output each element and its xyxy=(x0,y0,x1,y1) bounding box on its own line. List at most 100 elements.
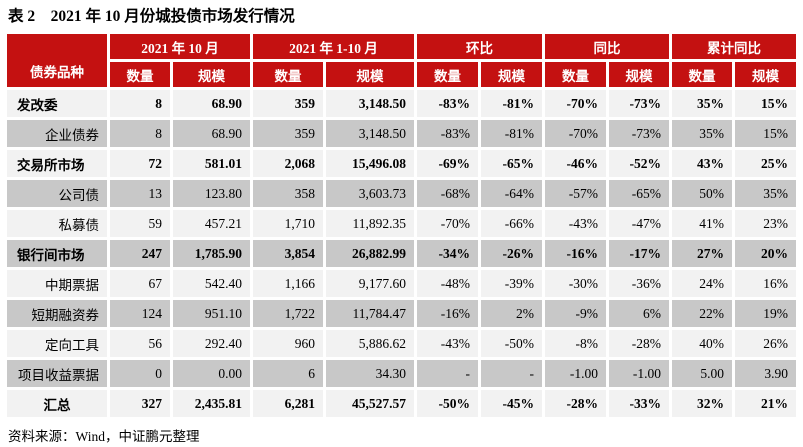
table-row: 私募债 59 457.21 1,710 11,892.35 -70% -66% -43% -47… xyxy=(7,210,796,237)
group-header-row: 债券品种 2021 年 10 月 2021 年 1-10 月 环比 同比 累计同… xyxy=(7,34,796,87)
value-cell: 960 xyxy=(253,330,323,357)
row-label-cell: 私募债 xyxy=(7,210,107,237)
value-cell: 3.90 xyxy=(735,360,796,387)
value-cell: 8 xyxy=(110,120,170,147)
page-title: 表 2 2021 年 10 月份城投债市场发行情况 xyxy=(8,8,295,25)
value-cell: 34.30 xyxy=(326,360,414,387)
value-cell: -1.00 xyxy=(609,360,669,387)
value-cell: 5,886.62 xyxy=(326,330,414,357)
value-cell: 3,603.73 xyxy=(326,180,414,207)
sub-header-cell: 规模 xyxy=(173,62,250,87)
value-cell: 72 xyxy=(110,150,170,177)
value-cell: -33% xyxy=(609,390,669,417)
value-cell: 50% xyxy=(672,180,732,207)
value-cell: 0.00 xyxy=(173,360,250,387)
table-row: 项目收益票据 0 0.00 6 34.30- - -1.00 -1.00 5.00 3.90 xyxy=(7,360,796,387)
value-cell: 542.40 xyxy=(173,270,250,297)
value-cell: 11,784.47 xyxy=(326,300,414,327)
value-cell: - xyxy=(481,360,542,387)
value-cell: 15% xyxy=(735,90,796,117)
row-label-cell: 交易所市场 xyxy=(7,150,107,177)
value-cell: -39% xyxy=(481,270,542,297)
sub-header-cell: 规模 xyxy=(735,62,796,87)
value-cell: -43% xyxy=(545,210,606,237)
sub-header-cell: 数量 xyxy=(672,62,732,87)
value-cell: -34% xyxy=(417,240,478,267)
value-cell: 2,068 xyxy=(253,150,323,177)
value-cell: -65% xyxy=(609,180,669,207)
value-cell: -50% xyxy=(417,390,478,417)
value-cell: -70% xyxy=(417,210,478,237)
value-cell: -43% xyxy=(417,330,478,357)
value-cell: 3,148.50 xyxy=(326,90,414,117)
value-cell: -70% xyxy=(545,120,606,147)
value-cell: -16% xyxy=(545,240,606,267)
value-cell: 26% xyxy=(735,330,796,357)
group-header-cell-jan-oct: 2021 年 1-10 月 xyxy=(253,34,414,59)
value-cell: 123.80 xyxy=(173,180,250,207)
value-cell: 581.01 xyxy=(173,150,250,177)
table-row: 汇总 327 2,435.81 6,281 45,527.57 -50% -45% -28% -… xyxy=(7,390,796,417)
table-body: 发改委 8 68.90 359 3,148.50 -83% -81% -70% -73% 35% 1… xyxy=(7,90,796,417)
value-cell: 23% xyxy=(735,210,796,237)
group-header-cell-mom: 环比 xyxy=(417,34,542,59)
value-cell: -1.00 xyxy=(545,360,606,387)
table-row: 交易所市场 72 581.01 2,068 15,496.08 -69% -65% -46% -… xyxy=(7,150,796,177)
value-cell: 67 xyxy=(110,270,170,297)
value-cell: 124 xyxy=(110,300,170,327)
value-cell: -45% xyxy=(481,390,542,417)
value-cell: 358 xyxy=(253,180,323,207)
value-cell: 35% xyxy=(735,180,796,207)
value-cell: -57% xyxy=(545,180,606,207)
value-cell: 3,854 xyxy=(253,240,323,267)
value-cell: -26% xyxy=(481,240,542,267)
value-cell: 1,166 xyxy=(253,270,323,297)
value-cell: 6 xyxy=(253,360,323,387)
table-row: 企业债券 8 68.90 359 3,148.50 -83% -81% -70% -73% 35%… xyxy=(7,120,796,147)
corner-header-cell: 债券品种 xyxy=(7,34,107,87)
row-label-cell: 中期票据 xyxy=(7,270,107,297)
value-cell: -73% xyxy=(609,90,669,117)
table-row: 发改委 8 68.90 359 3,148.50 -83% -81% -70% -73% 35% 1… xyxy=(7,90,796,117)
group-header-cell-oct: 2021 年 10 月 xyxy=(110,34,250,59)
group-header-cell-yoy: 同比 xyxy=(545,34,669,59)
value-cell: 6% xyxy=(609,300,669,327)
value-cell: 24% xyxy=(672,270,732,297)
value-cell: 43% xyxy=(672,150,732,177)
value-cell: 2,435.81 xyxy=(173,390,250,417)
value-cell: 5.00 xyxy=(672,360,732,387)
value-cell: 327 xyxy=(110,390,170,417)
table-row: 短期融资券 124 951.10 1,722 11,784.47 -16% 2% -9% 6% 2… xyxy=(7,300,796,327)
value-cell: 1,785.90 xyxy=(173,240,250,267)
row-label-cell: 定向工具 xyxy=(7,330,107,357)
sub-header-cell: 数量 xyxy=(110,62,170,87)
value-cell: 0 xyxy=(110,360,170,387)
value-cell: 8 xyxy=(110,90,170,117)
value-cell: 26,882.99 xyxy=(326,240,414,267)
value-cell: -65% xyxy=(481,150,542,177)
value-cell: -68% xyxy=(417,180,478,207)
value-cell: -69% xyxy=(417,150,478,177)
value-cell: -36% xyxy=(609,270,669,297)
table-row: 中期票据 67 542.40 1,166 9,177.60 -48% -39% -30% -36… xyxy=(7,270,796,297)
value-cell: -81% xyxy=(481,90,542,117)
value-cell: 35% xyxy=(672,90,732,117)
value-cell: 6,281 xyxy=(253,390,323,417)
value-cell: 247 xyxy=(110,240,170,267)
row-label-cell: 发改委 xyxy=(7,90,107,117)
value-cell: 41% xyxy=(672,210,732,237)
value-cell: -70% xyxy=(545,90,606,117)
value-cell: 25% xyxy=(735,150,796,177)
table-header: 债券品种 2021 年 10 月 2021 年 1-10 月 环比 同比 累计同… xyxy=(7,34,796,87)
value-cell: -28% xyxy=(545,390,606,417)
sub-header-cell: 规模 xyxy=(609,62,669,87)
group-header-cell-cum-yoy: 累计同比 xyxy=(672,34,796,59)
table-row: 定向工具 56 292.40 960 5,886.62 -43% -50% -8% -28% 40… xyxy=(7,330,796,357)
value-cell: 2% xyxy=(481,300,542,327)
sub-header-cell: 数量 xyxy=(253,62,323,87)
value-cell: -9% xyxy=(545,300,606,327)
value-cell: 19% xyxy=(735,300,796,327)
value-cell: -73% xyxy=(609,120,669,147)
table-row: 银行间市场 247 1,785.90 3,854 26,882.99 -34% -26% -1… xyxy=(7,240,796,267)
row-label-cell: 公司债 xyxy=(7,180,107,207)
